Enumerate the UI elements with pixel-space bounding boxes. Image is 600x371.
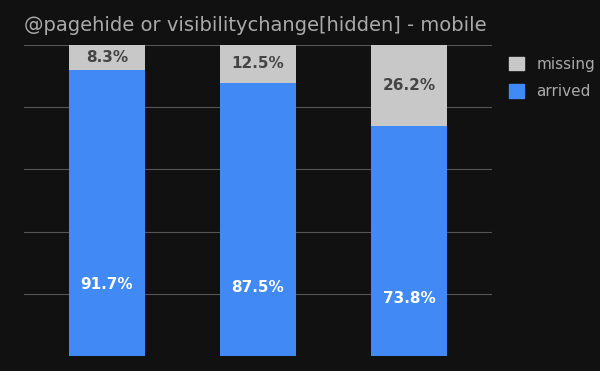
Text: @pagehide or visibilitychange[hidden] - mobile: @pagehide or visibilitychange[hidden] - … (24, 16, 487, 35)
Text: 8.3%: 8.3% (86, 50, 128, 65)
Text: 87.5%: 87.5% (232, 280, 284, 295)
Bar (220, 45, 296, 83)
Text: 26.2%: 26.2% (382, 78, 436, 93)
Bar (69, 70, 145, 356)
Legend: missing, arrived: missing, arrived (505, 52, 600, 104)
Text: 73.8%: 73.8% (383, 291, 436, 306)
Bar (371, 126, 447, 356)
Text: 12.5%: 12.5% (232, 56, 284, 72)
Bar (371, 45, 447, 126)
Bar (69, 45, 145, 70)
Bar (220, 83, 296, 356)
Text: 91.7%: 91.7% (81, 277, 133, 292)
